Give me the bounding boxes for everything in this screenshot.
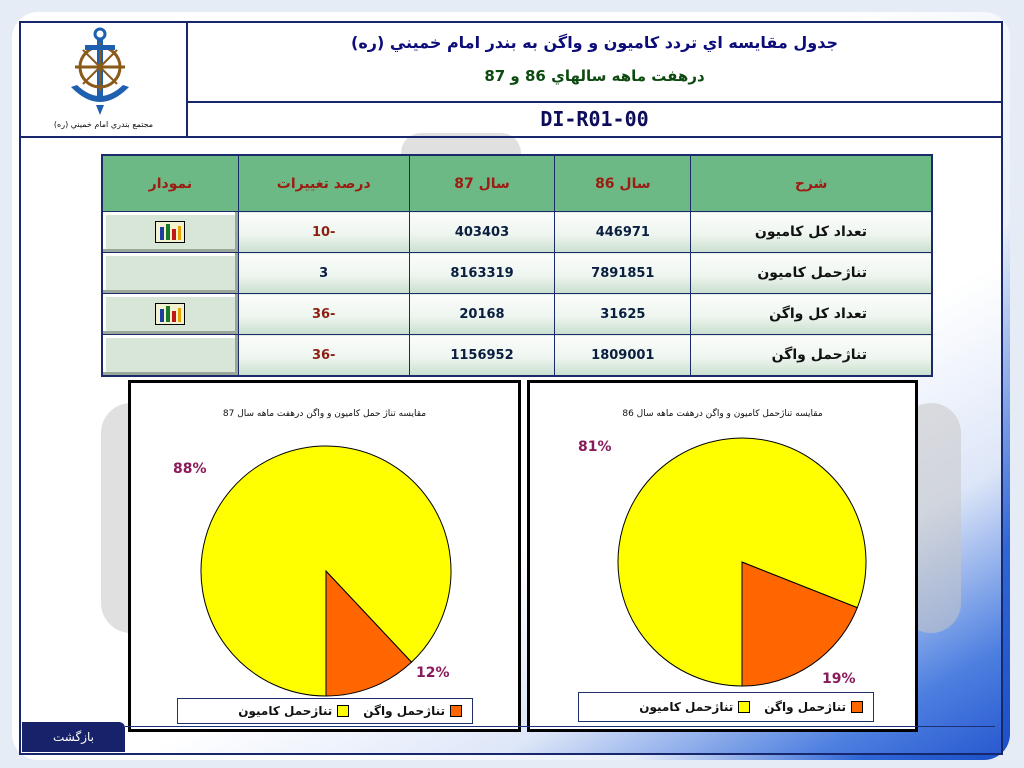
value-87: 20168 xyxy=(408,293,556,335)
column-header: سال 86 xyxy=(554,154,692,212)
value-86: 446971 xyxy=(554,211,692,253)
pie-slice xyxy=(617,437,867,687)
anchor-logo-icon xyxy=(71,27,129,115)
chart-legend: تناژحمل واگن تناژحمل كاميون xyxy=(177,698,473,724)
pie-chart-86: مقايسه تناژحمل كاميون و واگن درهفت ماهه … xyxy=(527,380,918,732)
title-cell: جدول مقايسه اي تردد كاميون و واگن به بند… xyxy=(188,23,1001,103)
chart-cell-empty xyxy=(101,252,239,294)
change-percent: -10 xyxy=(237,211,410,253)
page-subtitle: درهفت ماهه سالهاي 86 و 87 xyxy=(484,67,705,85)
legend-item: تناژحمل كاميون xyxy=(238,704,350,718)
row-description: تعداد كل كاميون xyxy=(690,211,933,253)
column-header: نمودار xyxy=(101,154,239,212)
chart-cell-empty xyxy=(101,334,239,377)
pie-svg xyxy=(617,437,867,687)
value-86: 7891851 xyxy=(554,252,692,294)
chart-title: مقايسه تناژ حمل كاميون و واگن درهفت ماهه… xyxy=(222,409,427,419)
column-header: سال 87 xyxy=(408,154,556,212)
chart-button[interactable] xyxy=(101,293,239,335)
legend-label: تناژحمل كاميون xyxy=(238,704,333,718)
pie-slice xyxy=(200,445,452,697)
value-87: 403403 xyxy=(408,211,556,253)
legend-swatch xyxy=(738,701,751,713)
change-percent: -36 xyxy=(237,293,410,335)
legend-label: تناژحمل كاميون xyxy=(639,700,734,714)
value-87: 8163319 xyxy=(408,252,556,294)
chart-legend: تناژحمل واگن تناژحمل كاميون xyxy=(578,692,874,722)
legend-swatch xyxy=(851,701,863,713)
data-label: 81% xyxy=(578,439,612,455)
row-description: تعداد كل واگن xyxy=(690,293,933,335)
data-label: 12% xyxy=(416,665,450,681)
legend-item: تناژحمل كاميون xyxy=(639,700,751,714)
pie-slice xyxy=(325,569,413,697)
comparison-table: شرح سال 86 سال 87 درصد تغييرات نمودار تع… xyxy=(101,154,933,377)
header: مجتمع بندري امام خميني (ره) جدول مقايسه … xyxy=(21,23,1001,138)
value-86: 1809001 xyxy=(554,334,692,377)
back-button[interactable]: بازگشت xyxy=(22,722,125,752)
data-label: 19% xyxy=(822,671,856,687)
bottom-divider xyxy=(125,726,995,727)
bar-chart-icon xyxy=(155,221,186,243)
chart-button[interactable] xyxy=(101,211,239,253)
pie-slice xyxy=(741,561,858,687)
page-title: جدول مقايسه اي تردد كاميون و واگن به بند… xyxy=(351,33,838,52)
change-percent: 3 xyxy=(237,252,410,294)
column-header: درصد تغييرات xyxy=(237,154,410,212)
value-87: 1156952 xyxy=(408,334,556,377)
slide-panel: مجتمع بندري امام خميني (ره) جدول مقايسه … xyxy=(19,21,1003,755)
table-row: تعداد كل واگن 31625 20168 -36 xyxy=(101,293,933,335)
table-row: تناژحمل واگن 1809001 1156952 -36 xyxy=(101,334,933,377)
pie-chart-87: مقايسه تناژ حمل كاميون و واگن درهفت ماهه… xyxy=(128,380,521,732)
row-description: تناژحمل كاميون xyxy=(690,252,933,294)
legend-swatch xyxy=(337,705,350,717)
pie-svg xyxy=(200,445,452,697)
legend-item: تناژحمل واگن xyxy=(764,700,863,714)
column-header: شرح xyxy=(690,154,933,212)
logo-cell: مجتمع بندري امام خميني (ره) xyxy=(21,23,188,136)
table-row: تعداد كل كاميون 446971 403403 -10 xyxy=(101,211,933,253)
org-caption: مجتمع بندري امام خميني (ره) xyxy=(53,120,154,129)
document-code: DI-R01-00 xyxy=(540,107,649,131)
change-percent: -36 xyxy=(237,334,410,377)
table-header-row: شرح سال 86 سال 87 درصد تغييرات نمودار xyxy=(101,154,933,212)
legend-item: تناژحمل واگن xyxy=(363,704,462,718)
chart-title: مقايسه تناژحمل كاميون و واگن درهفت ماهه … xyxy=(622,409,823,419)
row-description: تناژحمل واگن xyxy=(690,334,933,377)
value-86: 31625 xyxy=(554,293,692,335)
legend-label: تناژحمل واگن xyxy=(764,700,846,714)
legend-label: تناژحمل واگن xyxy=(363,704,445,718)
legend-swatch xyxy=(450,705,462,717)
data-label: 88% xyxy=(173,461,207,477)
table-row: تناژحمل كاميون 7891851 8163319 3 xyxy=(101,252,933,294)
bar-chart-icon xyxy=(155,303,186,325)
